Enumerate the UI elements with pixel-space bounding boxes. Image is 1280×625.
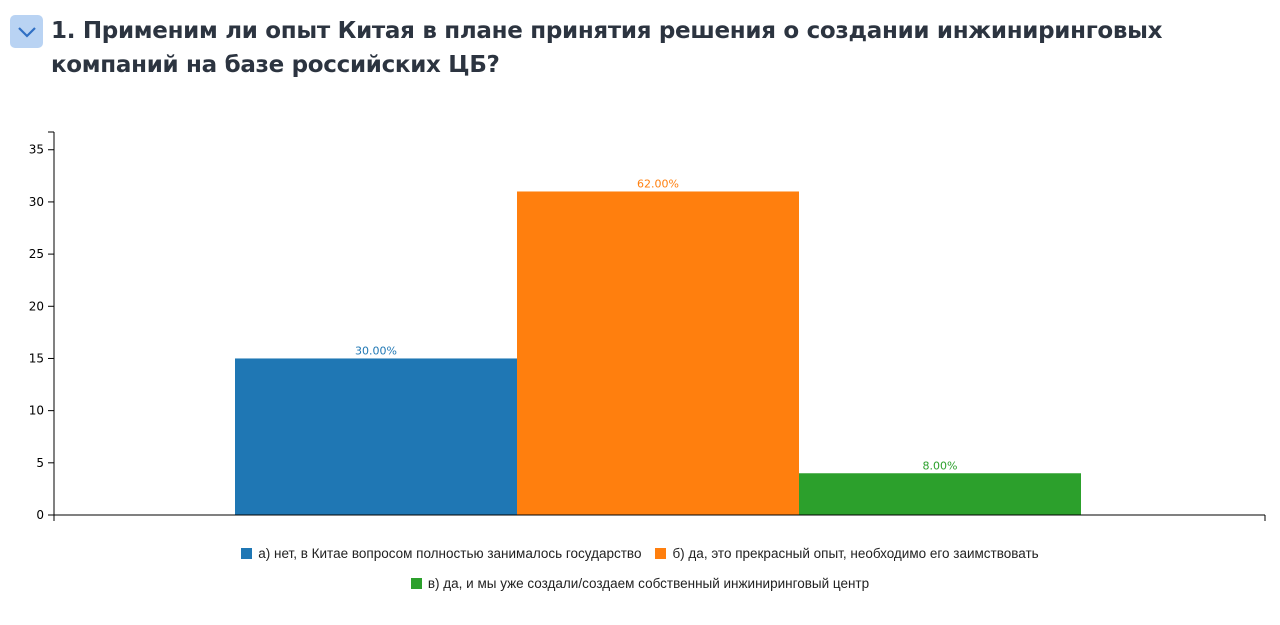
legend-label: а) нет, в Китае вопросом полностью заним… bbox=[258, 545, 642, 561]
legend-swatch bbox=[241, 547, 253, 559]
legend-swatch bbox=[655, 547, 667, 559]
y-tick-label: 30 bbox=[29, 195, 44, 209]
y-tick-label: 10 bbox=[29, 404, 44, 418]
bar-data-label: 8.00% bbox=[923, 459, 958, 472]
bar-chart: 30.00% 62.00% 8.00% 0 5 10 15 20 25 30 35 bbox=[29, 131, 1266, 522]
legend-label: в) да, и мы уже создали/создаем собствен… bbox=[427, 575, 870, 591]
legend-item-b[interactable]: б) да, это прекрасный опыт, необходимо е… bbox=[655, 545, 1039, 561]
y-tick-label: 5 bbox=[36, 456, 44, 470]
chevron-down-icon bbox=[17, 26, 36, 38]
bar bbox=[235, 358, 517, 515]
y-tick-label: 35 bbox=[29, 143, 44, 157]
y-tick-label: 25 bbox=[29, 247, 44, 261]
y-tick-label: 15 bbox=[29, 351, 44, 365]
bar-data-label: 62.00% bbox=[637, 177, 679, 190]
bar bbox=[517, 191, 799, 515]
legend-item-a[interactable]: а) нет, в Китае вопросом полностью заним… bbox=[241, 546, 641, 561]
bar-data-label: 30.00% bbox=[355, 344, 397, 357]
legend-swatch bbox=[410, 577, 422, 589]
legend-label: б) да, это прекрасный опыт, необходимо е… bbox=[672, 545, 1039, 561]
question-header: 1. Применим ли опыт Китая в плане принят… bbox=[10, 14, 1266, 82]
legend-item-c[interactable]: в) да, и мы уже создали/создаем собствен… bbox=[410, 575, 870, 591]
collapse-toggle-button[interactable] bbox=[10, 15, 43, 48]
y-tick-label: 0 bbox=[36, 508, 44, 522]
y-tick-label: 20 bbox=[29, 299, 44, 313]
chart-legend: а) нет, в Китае вопросом полностью заним… bbox=[0, 538, 1280, 598]
question-title: 1. Применим ли опыт Китая в плане принят… bbox=[51, 18, 1163, 78]
bar bbox=[799, 473, 1081, 515]
